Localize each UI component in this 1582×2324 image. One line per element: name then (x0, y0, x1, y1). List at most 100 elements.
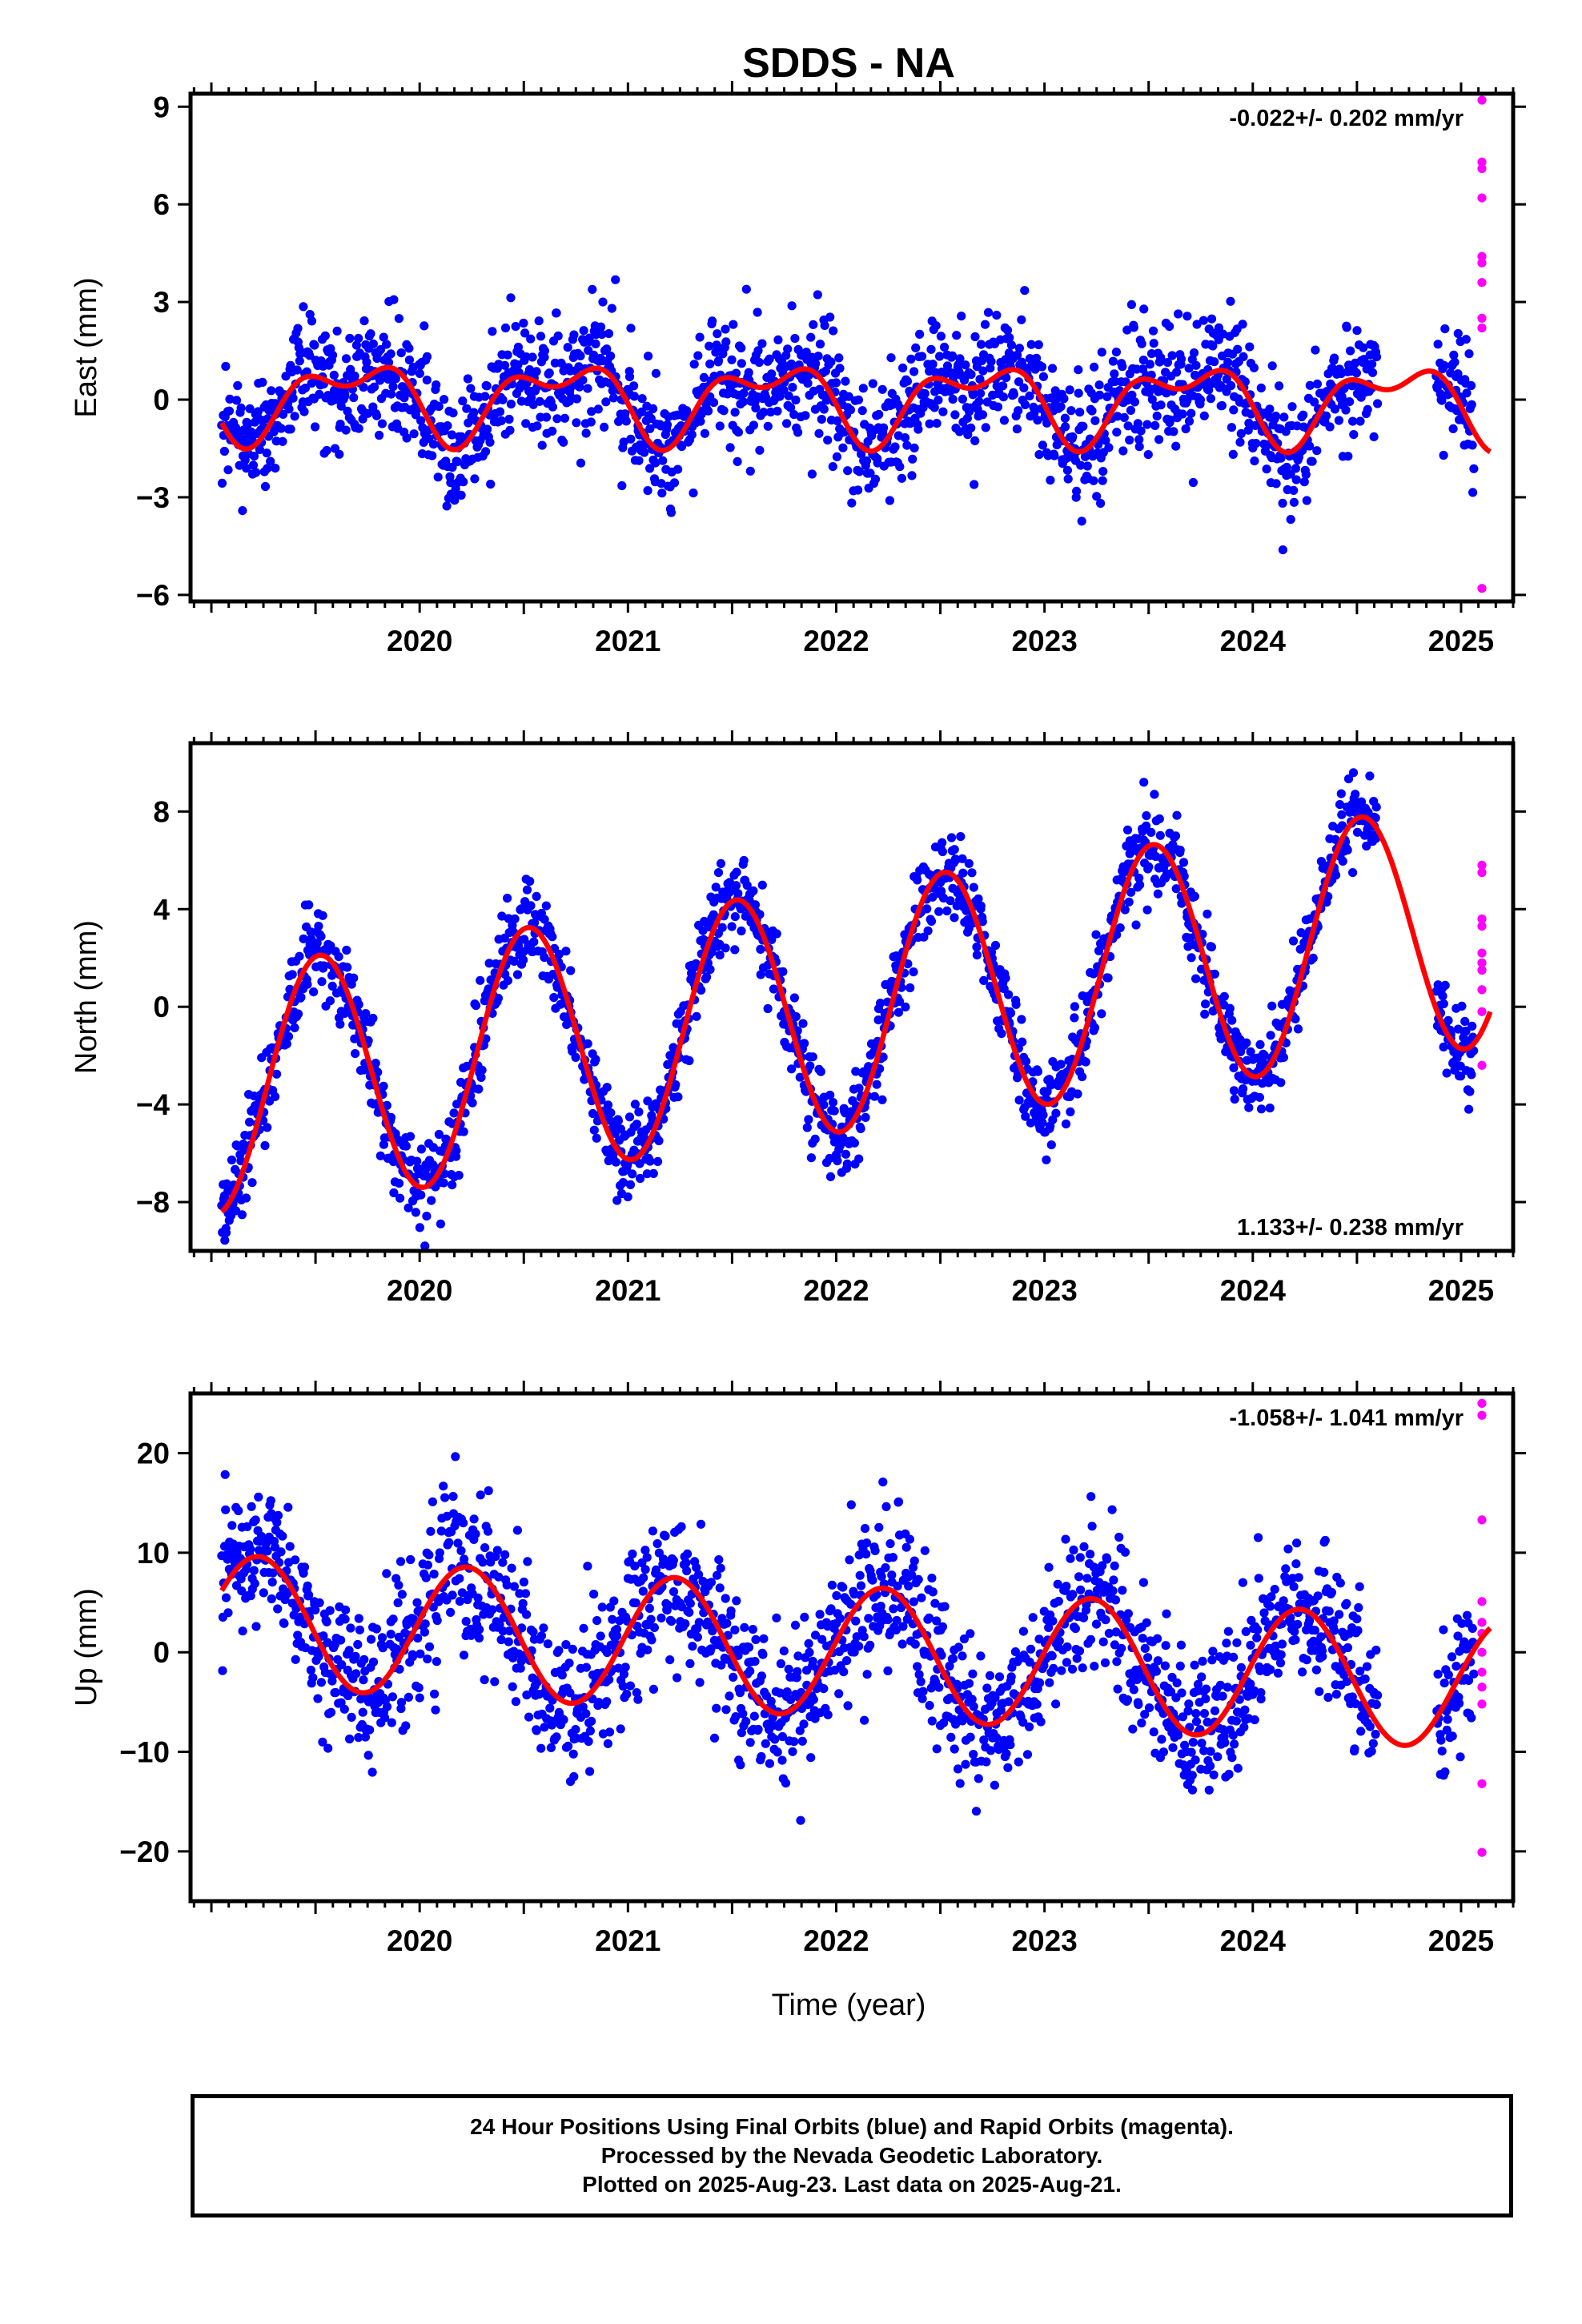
final-point (1147, 395, 1157, 404)
final-point (936, 332, 946, 341)
final-point (1090, 362, 1099, 372)
final-point (569, 1771, 579, 1782)
final-point (583, 384, 592, 393)
final-point (741, 1717, 751, 1727)
final-point (344, 1646, 354, 1655)
final-point (772, 1613, 781, 1622)
final-point (1442, 1068, 1452, 1078)
final-point (1172, 810, 1182, 820)
final-point (950, 1744, 959, 1754)
final-point (730, 912, 740, 922)
final-point (851, 1616, 861, 1626)
final-point (901, 1542, 911, 1552)
final-point (561, 947, 571, 956)
final-point (219, 446, 229, 456)
final-point (452, 1146, 461, 1156)
final-point (753, 1724, 763, 1735)
final-point (656, 1613, 666, 1622)
final-point (699, 372, 709, 382)
final-point (1033, 1067, 1042, 1076)
final-point (620, 1663, 630, 1672)
final-point (1150, 420, 1160, 431)
final-point (974, 1774, 983, 1783)
final-point (644, 1603, 655, 1613)
final-point (1162, 358, 1172, 368)
final-point (1207, 942, 1216, 952)
final-point (456, 1546, 466, 1555)
final-point (1102, 392, 1112, 401)
final-point (317, 977, 327, 987)
final-point (389, 295, 399, 304)
final-point (525, 876, 535, 887)
final-point (386, 1112, 396, 1122)
final-point (788, 1747, 797, 1756)
final-point (1006, 340, 1016, 350)
final-point (325, 996, 335, 1006)
final-point (1021, 1056, 1031, 1066)
final-point (604, 329, 614, 339)
final-point (738, 397, 749, 407)
final-point (626, 324, 636, 333)
final-point (288, 393, 298, 403)
final-point (883, 1615, 893, 1625)
final-point (292, 365, 302, 375)
x-tick-label: 2022 (803, 625, 869, 657)
final-point (456, 490, 466, 501)
final-point (480, 392, 490, 401)
final-point (1148, 326, 1158, 336)
final-point (776, 1659, 786, 1669)
final-point (803, 379, 813, 388)
final-point (685, 1055, 694, 1066)
final-point (883, 1666, 893, 1675)
final-point (856, 1581, 866, 1590)
final-point (586, 417, 596, 427)
final-point (967, 1695, 977, 1704)
final-point (1299, 410, 1308, 420)
final-point (825, 1153, 834, 1164)
final-point (1142, 420, 1152, 429)
final-point (316, 1678, 326, 1687)
y-tick-label: −4 (136, 1088, 171, 1121)
rapid-point (1477, 1007, 1487, 1016)
x-tick-label: 2021 (595, 625, 661, 657)
final-point (683, 1549, 693, 1558)
figure-title: SDDS - NA (742, 40, 955, 86)
final-point (448, 1492, 458, 1502)
final-point (801, 411, 810, 420)
final-point (1018, 1037, 1027, 1047)
final-point (716, 858, 726, 868)
final-point (331, 1687, 340, 1698)
final-point (545, 1703, 555, 1713)
final-point (559, 437, 568, 447)
final-point (1437, 396, 1447, 405)
final-point (1343, 452, 1353, 461)
final-point (1229, 1063, 1239, 1072)
rate-label: -0.022+/- 0.202 mm/yr (1229, 106, 1464, 131)
final-point (937, 1651, 946, 1660)
final-point (1337, 810, 1347, 819)
final-point (930, 1598, 940, 1608)
rapid-point (1477, 1060, 1487, 1070)
final-point (603, 1739, 613, 1748)
final-point (259, 1588, 268, 1598)
final-point (1341, 405, 1351, 415)
final-point (1348, 868, 1358, 878)
final-point (415, 1223, 425, 1232)
final-point (1149, 339, 1158, 348)
final-point (692, 1011, 701, 1021)
final-point (1038, 372, 1048, 381)
final-point (959, 1634, 969, 1644)
final-point (733, 889, 743, 899)
final-point (563, 343, 572, 352)
final-point (1250, 456, 1259, 466)
final-point (391, 374, 400, 384)
final-point (579, 1623, 588, 1633)
final-point (969, 883, 978, 892)
final-point (876, 999, 885, 1008)
final-point (521, 352, 531, 362)
final-point (286, 424, 295, 434)
final-point (620, 409, 630, 419)
final-point (810, 1714, 820, 1723)
x-tick-label: 2024 (1220, 625, 1287, 657)
